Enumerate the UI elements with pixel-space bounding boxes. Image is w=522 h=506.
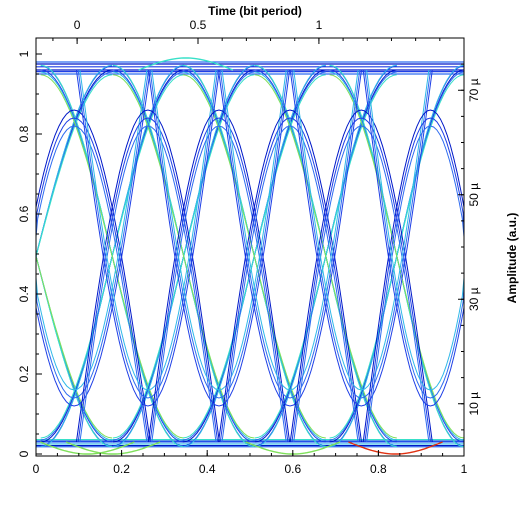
left-tick-label: 0.2 (17, 365, 31, 382)
inner-eye-top-trace (149, 117, 289, 443)
right-axis-title: Amplitude (a.u.) (505, 213, 519, 304)
inner-eye-bottom-trace (289, 69, 433, 407)
top-axis-title: Time (bit period) (208, 4, 302, 18)
inner-eye-top-trace (75, 109, 220, 443)
right-tick-label: 50 µ (467, 183, 481, 207)
inner-eye-bottom-trace (293, 69, 430, 391)
inner-eye-top-trace (289, 109, 433, 443)
density-highlight-trace (348, 441, 443, 455)
falling-edge-trace (182, 74, 326, 439)
inner-eye-top-trace (151, 125, 287, 443)
inner-eye-top-trace (147, 109, 291, 443)
bottom-tick-label: 1 (461, 462, 468, 476)
inner-eye-top-trace (293, 125, 430, 443)
inner-eye-bottom-trace (75, 69, 220, 407)
top-tick-label: 1 (316, 18, 323, 32)
bottom-tick-label: 0.4 (199, 462, 216, 476)
inner-eye-top-trace (221, 125, 359, 443)
falling-edge-trace (40, 74, 184, 439)
right-tick-label: 10 µ (467, 392, 481, 416)
inner-eye-top-trace (77, 117, 219, 443)
bottom-tick-label: 0 (33, 462, 40, 476)
falling-edge-trace (329, 74, 465, 439)
right-tick-label: 30 µ (467, 287, 481, 311)
bottom-tick-label: 0.2 (113, 462, 130, 476)
inner-eye-top-trace (79, 125, 217, 443)
bottom-tick-label: 0.8 (370, 462, 387, 476)
axes-layer: 0 0.2 0.4 0.6 0.8 1 0 0.2 0.4 0.6 0.8 1 0 0.5 1 10 µ 30 … (17, 18, 481, 476)
top-tick-label: 0.5 (190, 18, 207, 32)
density-highlight-trace (65, 441, 161, 455)
inner-eye-bottom-trace (218, 69, 362, 407)
inner-eye-bottom-trace (77, 69, 219, 399)
right-tick-label: 70 µ (467, 78, 481, 102)
falling-edge-trace (112, 74, 255, 439)
left-tick-label: 0.6 (17, 205, 31, 222)
inner-eye-top-trace (291, 117, 432, 443)
density-highlight-trace (40, 441, 135, 455)
left-tick-label: 0 (17, 450, 31, 457)
inner-eye-bottom-trace (79, 69, 217, 391)
inner-eye-bottom-trace (219, 69, 361, 399)
left-tick-label: 0.8 (17, 125, 31, 142)
inner-eye-bottom-trace (221, 69, 359, 391)
bottom-tick-label: 0.6 (284, 462, 301, 476)
inner-eye-bottom-trace (149, 69, 289, 399)
density-highlight-trace (138, 57, 234, 71)
left-tick-label: 0.4 (17, 285, 31, 302)
trace-layer (35, 57, 465, 455)
inner-eye-bottom-trace (147, 69, 291, 407)
inner-eye-top-trace (218, 109, 362, 443)
top-tick-label: 0 (74, 18, 81, 32)
inner-eye-top-trace (219, 117, 361, 443)
inner-eye-bottom-trace (151, 69, 287, 391)
falling-edge-trace (254, 74, 397, 439)
inner-eye-bottom-trace (291, 69, 432, 399)
left-tick-label: 1 (17, 50, 31, 57)
